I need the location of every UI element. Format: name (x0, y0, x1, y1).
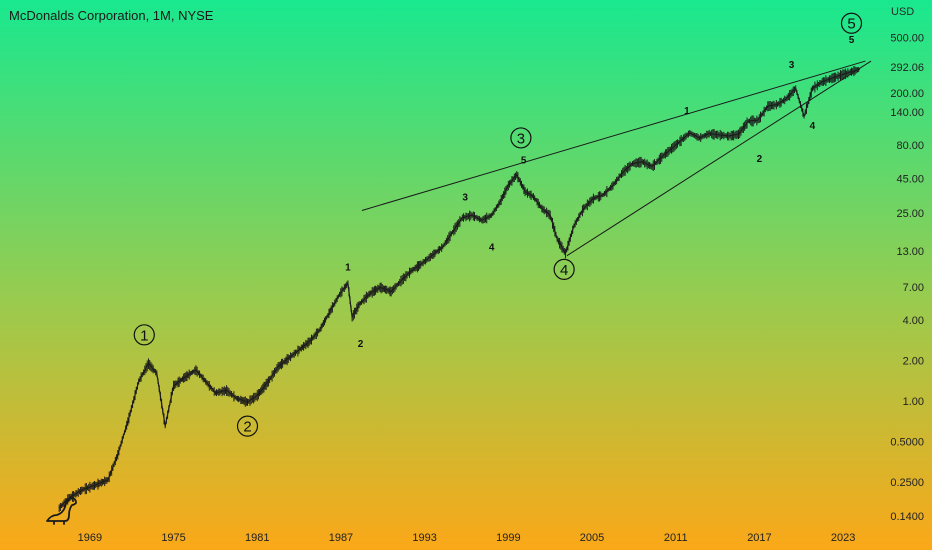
wave-minor-label: 2 (358, 339, 364, 350)
y-tick-label: 0.5000 (890, 436, 924, 448)
wave-circle-marker (236, 415, 259, 437)
wave-circle-marker (510, 127, 532, 149)
x-tick-label: 1999 (496, 532, 520, 544)
x-axis: 1969 1975 1981 1987 1993 1999 2005 2011 2017 2023 (78, 532, 856, 544)
x-tick-label: 2017 (747, 532, 771, 544)
last-price-label: 292.06 (890, 62, 924, 74)
x-tick-label: 1969 (78, 532, 102, 544)
y-tick-label: 0.1400 (890, 511, 924, 523)
price-line-series (58, 68, 861, 509)
price-series-layer (58, 65, 861, 512)
wave-minor-label: 3 (462, 193, 468, 204)
trendline (361, 60, 866, 211)
y-tick-label: 2.00 (903, 355, 924, 367)
y-tick-label: 80.00 (896, 140, 924, 152)
brand-logo (46, 497, 77, 525)
y-tick-label: 7.00 (903, 282, 924, 294)
wave-circle-label: 5 (847, 16, 855, 33)
wave-circle-label: 1 (140, 327, 148, 344)
wave-circle-label: 2 (243, 419, 251, 436)
trendline (566, 60, 872, 257)
x-tick-label: 1993 (412, 532, 436, 544)
wave-annotation-layer: 1 2 3 4 5 1 2 3 4 5 1 2 3 4 5 (133, 12, 863, 437)
dinosaur-logo-icon (46, 497, 77, 525)
wave-circle-marker (840, 12, 863, 34)
wave-minor-label: 2 (757, 154, 763, 165)
y-tick-label: 13.00 (896, 246, 924, 258)
wave-circle-marker (133, 324, 155, 346)
wave-circle-label: 3 (517, 130, 525, 147)
wave-minor-label: 5 (521, 156, 527, 167)
wave-circle-label: 4 (560, 262, 568, 279)
wave-minor-label: 1 (345, 262, 351, 273)
y-axis: 500.00 292.06 200.00 140.00 80.00 45.00 25.00 1… (890, 33, 924, 523)
wave-circle-marker (553, 258, 575, 280)
x-tick-label: 1975 (161, 532, 185, 544)
y-tick-label: 140.00 (890, 107, 924, 119)
x-tick-label: 2011 (664, 532, 688, 544)
x-tick-label: 1987 (329, 532, 353, 544)
x-tick-label: 2005 (580, 532, 604, 544)
y-tick-label: 1.00 (903, 396, 924, 408)
y-tick-label: 25.00 (896, 208, 924, 220)
wave-minor-label: 1 (684, 106, 690, 117)
trendline-layer (361, 60, 872, 257)
wave-minor-label: 5 (849, 35, 855, 46)
y-tick-label: 4.00 (903, 315, 924, 327)
wave-minor-label: 3 (789, 60, 795, 71)
y-tick-label: 200.00 (890, 88, 924, 100)
x-tick-label: 1981 (245, 532, 269, 544)
wave-minor-label: 4 (489, 243, 495, 254)
y-tick-label: 45.00 (896, 173, 924, 185)
x-tick-label: 2023 (831, 532, 855, 544)
chart-title: McDonalds Corporation, 1M, NYSE (9, 8, 214, 23)
y-tick-label: 500.00 (890, 33, 924, 45)
wave-minor-label: 4 (810, 121, 816, 132)
y-tick-label: 0.2500 (890, 477, 924, 489)
currency-label: USD (891, 6, 915, 18)
